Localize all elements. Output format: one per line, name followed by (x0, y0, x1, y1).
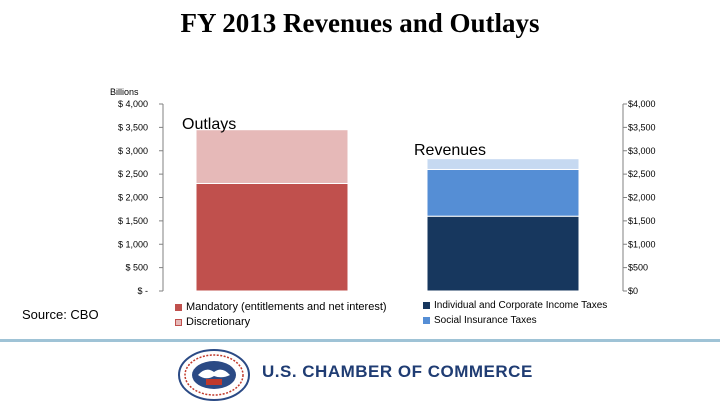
left-tick-label: $ 3,000 (118, 146, 148, 156)
revenues-legend: Individual and Corporate Income Taxes So… (423, 298, 607, 328)
left-tick-label: $ 1,500 (118, 216, 148, 226)
right-tick-label: $1,500 (628, 216, 656, 226)
right-tick-label: $4,000 (628, 99, 656, 109)
chamber-seal-logo (178, 349, 250, 401)
right-tick-label: $3,000 (628, 146, 656, 156)
right-tick-label: $3,500 (628, 122, 656, 132)
outlays-bar-segment-0 (195, 182, 349, 292)
legend-item-social-insurance: Social Insurance Taxes (423, 313, 607, 328)
left-tick-label: $ 2,500 (118, 169, 148, 179)
bar-labels: Outlays Revenues (182, 116, 486, 159)
right-tick-label: $2,500 (628, 169, 656, 179)
left-tick-label: $ 3,500 (118, 122, 148, 132)
left-tick-label: $ 2,000 (118, 193, 148, 203)
unit-label: Billions (110, 87, 139, 97)
left-tick-label: $ 1,000 (118, 239, 148, 249)
right-tick-label: $1,000 (628, 239, 656, 249)
chart-bars (195, 129, 580, 292)
legend-label-social-insurance: Social Insurance Taxes (434, 315, 537, 326)
revenues-bar-label: Revenues (414, 142, 486, 159)
legend-label-mandatory: Mandatory (entitlements and net interest… (186, 301, 387, 313)
outlays-bar-segment-1 (195, 129, 349, 184)
revenues-bar-segment-0 (426, 215, 580, 292)
right-tick-label: $0 (628, 286, 638, 296)
outlays-legend: Mandatory (entitlements and net interest… (175, 300, 387, 330)
right-tick-label: $500 (628, 263, 648, 273)
legend-swatch-social-insurance (423, 317, 430, 324)
source-note: Source: CBO (22, 307, 99, 322)
footer-divider (0, 339, 720, 342)
legend-label-income-taxes: Individual and Corporate Income Taxes (434, 300, 608, 311)
legend-item-mandatory: Mandatory (entitlements and net interest… (175, 300, 387, 315)
legend-swatch-mandatory (175, 304, 182, 311)
left-tick-label: $ 500 (125, 263, 148, 273)
legend-item-discretionary: Discretionary (175, 315, 387, 330)
legend-item-income-taxes: Individual and Corporate Income Taxes (423, 298, 607, 313)
left-tick-label: $ - (137, 286, 148, 296)
revenues-bar-segment-1 (426, 168, 580, 217)
left-tick-label: $ 4,000 (118, 99, 148, 109)
legend-label-discretionary: Discretionary (186, 316, 251, 328)
outlays-bar-label: Outlays (182, 116, 236, 133)
chart-title: FY 2013 Revenues and Outlays (180, 8, 540, 38)
revenues-outlays-chart: Billions $ - $0 $ 500 $500 $ 1,000 $1,000 $ 1,… (110, 87, 656, 296)
revenues-bar-segment-2 (426, 158, 580, 170)
chart-axes: $ - $0 $ 500 $500 $ 1,000 $1,000 $ 1,500 $1,500… (118, 99, 656, 296)
legend-swatch-income-taxes (423, 302, 430, 309)
chamber-wordmark: U.S. CHAMBER OF COMMERCE (262, 362, 533, 381)
legend-swatch-discretionary (175, 319, 182, 326)
right-tick-label: $2,000 (628, 193, 656, 203)
